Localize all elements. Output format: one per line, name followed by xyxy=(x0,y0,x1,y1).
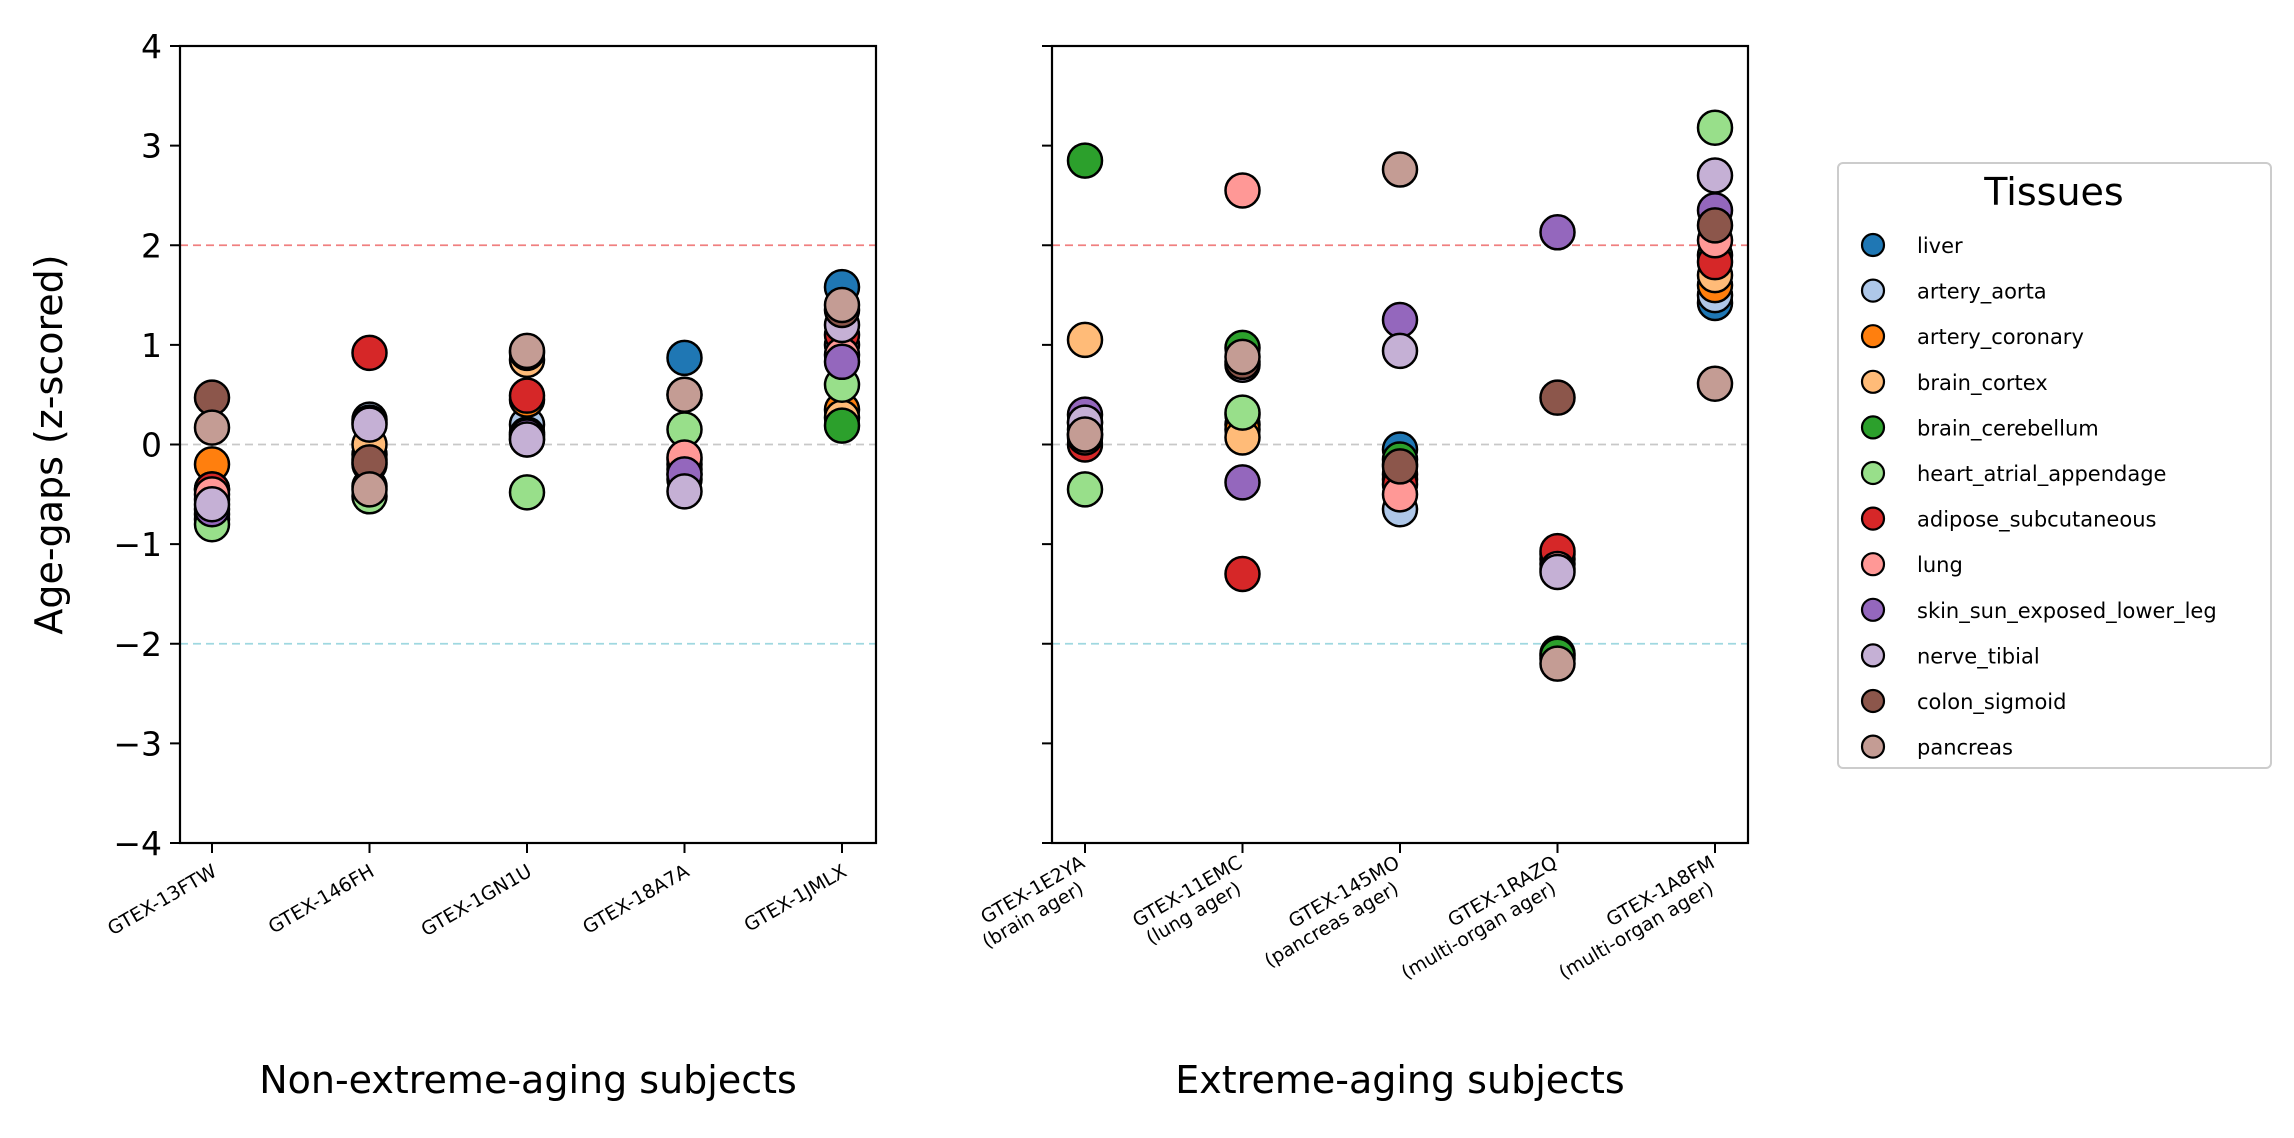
panel-non-extreme: −4 −3 −2 −1 0 1 2 3 4 GTEX-13FTW GTEX-146FH GTEX-1G… xyxy=(27,27,878,1102)
y-tick-label: 2 xyxy=(141,226,162,265)
legend-marker-adipose_subcutaneous xyxy=(1860,506,1886,531)
y-tick-label: −1 xyxy=(113,525,162,564)
data-point-pancreas xyxy=(1696,365,1734,402)
data-point-pancreas xyxy=(666,376,703,413)
legend-marker-artery_aorta xyxy=(1860,278,1886,303)
legend-marker-pancreas xyxy=(1860,734,1886,759)
y-tick-label: 1 xyxy=(141,326,162,365)
x-tick-label: GTEX-1GN1U xyxy=(417,860,535,941)
legend-title: Tissues xyxy=(1983,170,2123,214)
x-tick-label: GTEX-13FTW xyxy=(104,860,221,940)
legend-marker-brain_cortex xyxy=(1860,369,1886,394)
data-point-lung xyxy=(1224,172,1261,209)
data-point-nerve_tibial xyxy=(351,406,388,443)
legend-label-skin_sun_exposed_lower_leg: skin_sun_exposed_lower_leg xyxy=(1917,599,2217,624)
data-point-skin_sun_exposed_lower_leg xyxy=(1539,214,1576,251)
axes-frame xyxy=(1050,44,1750,845)
panel-extreme: GTEX-1E2YA(brain ager) GTEX-11EMC(lung ag… xyxy=(968,44,1750,1102)
legend-label-heart_atrial_appendage: heart_atrial_appendage xyxy=(1917,462,2166,487)
y-tick-label: −4 xyxy=(113,824,162,863)
x-axis-title: Non-extreme-aging subjects xyxy=(259,1058,797,1102)
x-axis-title: Extreme-aging subjects xyxy=(1175,1058,1624,1102)
x-tick-label-line: GTEX-1JMLX xyxy=(741,860,851,936)
legend-label-colon_sigmoid: colon_sigmoid xyxy=(1917,690,2066,715)
data-point-skin_sun_exposed_lower_leg xyxy=(1224,464,1261,501)
legend-label-lung: lung xyxy=(1917,553,1963,577)
data-point-nerve_tibial xyxy=(508,421,546,458)
legend-label-liver: liver xyxy=(1917,234,1963,258)
data-point-adipose_subcutaneous xyxy=(351,334,388,372)
x-tick-label: GTEX-18A7A xyxy=(579,860,693,938)
legend-marker-artery_coronary xyxy=(1860,324,1886,349)
data-point-brain_cortex xyxy=(1066,321,1104,359)
data-point-nerve_tibial xyxy=(193,486,231,523)
legend-label-nerve_tibial: nerve_tibial xyxy=(1917,644,2040,669)
legend-marker-heart_atrial_appendage xyxy=(1860,460,1886,486)
y-tick-label: 0 xyxy=(141,426,162,465)
data-point-liver xyxy=(666,339,703,377)
y-axis-title: Age-gaps (z-scored) xyxy=(27,254,71,634)
legend-label-artery_aorta: artery_aorta xyxy=(1917,280,2047,305)
x-tick-label-line: GTEX-1GN1U xyxy=(417,860,535,941)
x-tick-label: GTEX-11EMC(lung ager) xyxy=(1129,852,1257,951)
data-point-pancreas xyxy=(1224,338,1261,376)
data-point-colon_sigmoid xyxy=(1381,448,1419,485)
data-point-nerve_tibial xyxy=(1696,157,1734,194)
data-point-pancreas xyxy=(1381,151,1419,188)
data-point-pancreas xyxy=(508,332,546,370)
data-point-skin_sun_exposed_lower_leg xyxy=(823,343,861,381)
y-tick-label: −3 xyxy=(113,724,162,763)
legend-marker-nerve_tibial xyxy=(1860,643,1886,668)
data-point-pancreas xyxy=(193,409,231,446)
data-point-brain_cerebellum xyxy=(1066,142,1104,179)
data-point-pancreas xyxy=(351,471,388,508)
data-point-nerve_tibial xyxy=(666,473,703,510)
data-point-heart_atrial_appendage xyxy=(508,474,546,511)
legend-label-brain_cerebellum: brain_cerebellum xyxy=(1917,416,2099,441)
legend-frame xyxy=(1837,162,2272,769)
data-point-nerve_tibial xyxy=(1539,553,1576,591)
data-point-brain_cerebellum xyxy=(823,407,861,444)
x-tick-label: GTEX-145MO(pancreas ager) xyxy=(1250,852,1415,973)
axes-frame xyxy=(178,44,878,845)
y-tick-label: 3 xyxy=(141,127,162,166)
data-point-adipose_subcutaneous xyxy=(508,377,546,414)
legend-label-pancreas: pancreas xyxy=(1917,736,2013,760)
legend: Tissues liver artery_aorta artery_coronaryb… xyxy=(1837,162,2272,769)
data-point-colon_sigmoid xyxy=(1539,379,1576,416)
legend-marker-skin_sun_exposed_lower_leg xyxy=(1860,597,1886,622)
x-tick-label-line: GTEX-146FH xyxy=(265,860,378,938)
data-point-heart_atrial_appendage xyxy=(1066,471,1104,508)
data-point-nerve_tibial xyxy=(1381,332,1419,370)
data-point-pancreas xyxy=(1066,416,1104,453)
legend-marker-brain_cerebellum xyxy=(1860,415,1886,440)
x-tick-label: GTEX-1A8FM(multi-organ ager) xyxy=(1544,852,1729,984)
x-tick-label-line: GTEX-18A7A xyxy=(579,860,693,938)
data-point-pancreas xyxy=(1539,645,1576,682)
x-tick-label: GTEX-146FH xyxy=(265,860,378,938)
legend-marker-colon_sigmoid xyxy=(1860,688,1886,714)
y-tick-label: −2 xyxy=(113,625,162,664)
x-tick-label: GTEX-1RAZQ(multi-organ ager) xyxy=(1387,852,1572,984)
legend-marker-liver xyxy=(1860,232,1886,258)
data-point-pancreas xyxy=(823,286,861,324)
data-point-skin_sun_exposed_lower_leg xyxy=(1381,301,1419,339)
legend-marker-lung xyxy=(1860,552,1886,577)
x-tick-label: GTEX-1JMLX xyxy=(741,860,851,936)
legend-label-adipose_subcutaneous: adipose_subcutaneous xyxy=(1917,508,2156,533)
legend-label-brain_cortex: brain_cortex xyxy=(1917,371,2048,396)
data-point-heart_atrial_appendage xyxy=(1696,109,1734,146)
y-tick-label: 4 xyxy=(141,27,162,66)
legend-label-artery_coronary: artery_coronary xyxy=(1917,325,2084,350)
data-point-colon_sigmoid xyxy=(1696,207,1734,244)
x-tick-label-line: GTEX-13FTW xyxy=(104,860,221,940)
data-point-heart_atrial_appendage xyxy=(1224,394,1261,431)
data-point-adipose_subcutaneous xyxy=(1224,555,1261,593)
x-tick-label: GTEX-1E2YA(brain ager) xyxy=(968,852,1100,954)
